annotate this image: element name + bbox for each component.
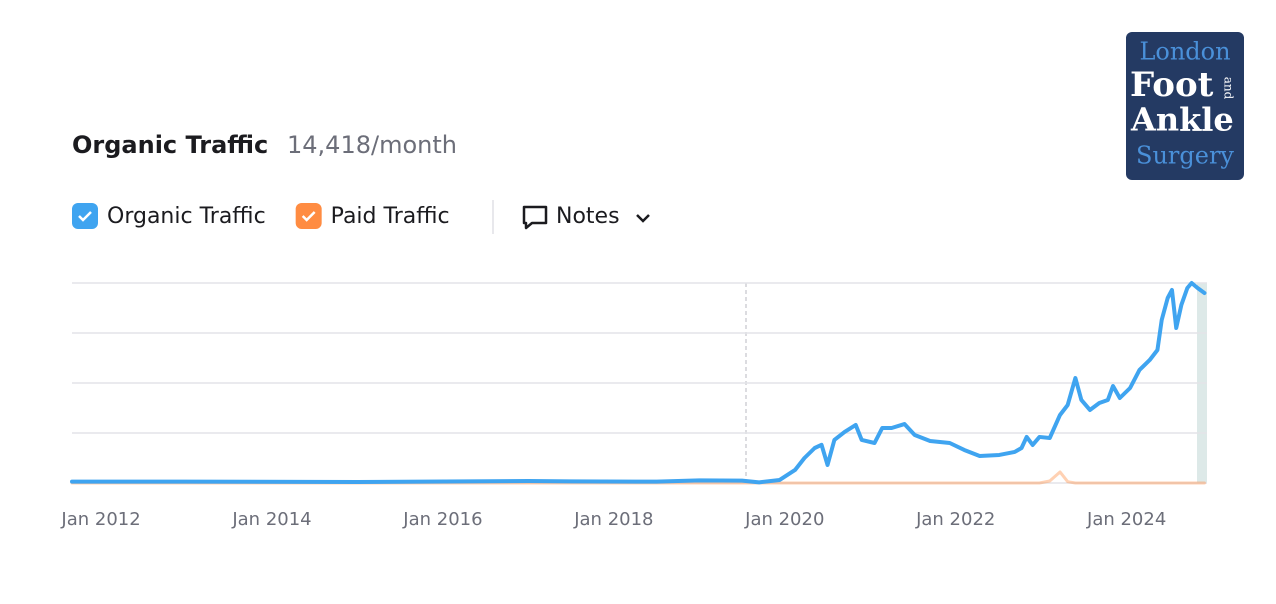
legend-checkbox[interactable]: [295, 203, 322, 229]
chart-subtitle: 14,418/month: [287, 131, 457, 159]
x-tick-label: Jan 2012: [60, 509, 140, 530]
logo-bg: [1126, 32, 1244, 180]
check-mark: [301, 211, 316, 222]
notes-button[interactable]: Notes: [522, 204, 650, 230]
chart-title: Organic Traffic: [72, 131, 268, 159]
notes-icon: [522, 205, 548, 230]
x-tick-label: Jan 2024: [1086, 509, 1166, 530]
logo-text: Foot: [1130, 65, 1214, 105]
series-line: [70, 281, 1207, 485]
legend-label[interactable]: Organic Traffic: [107, 204, 266, 229]
logo: London Foot and Ankle Surgery: [1126, 32, 1244, 180]
x-tick-label: Jan 2016: [402, 509, 482, 530]
chevron: [636, 214, 650, 223]
x-tick-label: Jan 2022: [915, 509, 995, 530]
logo-text: London: [1139, 38, 1230, 66]
legend-checkbox[interactable]: [72, 203, 98, 229]
logo-text: and: [1222, 77, 1236, 100]
x-tick-label: Jan 2018: [573, 509, 653, 530]
logo-text: Ankle: [1130, 101, 1234, 139]
series-line: [70, 470, 1206, 485]
logo-text: Surgery: [1136, 142, 1234, 170]
notes-label[interactable]: Notes: [556, 204, 620, 229]
x-tick-label: Jan 2020: [744, 509, 824, 530]
x-tick-label: Jan 2014: [231, 509, 311, 530]
legend-label[interactable]: Paid Traffic: [331, 204, 450, 229]
check-mark: [78, 211, 92, 222]
